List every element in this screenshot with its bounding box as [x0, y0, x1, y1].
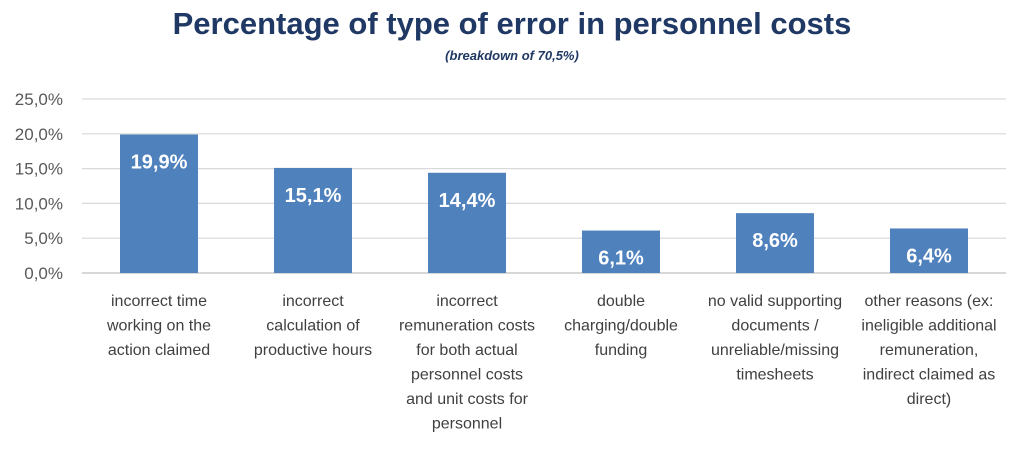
- category-label-line: unreliable/missing: [711, 342, 839, 359]
- y-tick-label: 10,0%: [15, 194, 63, 213]
- category-label-line: direct): [907, 391, 951, 408]
- category-label-line: working on the: [106, 318, 211, 335]
- category-label-line: no valid supporting: [708, 293, 842, 310]
- y-tick-label: 25,0%: [15, 90, 63, 109]
- category-label-line: calculation of: [266, 318, 360, 335]
- category-label: double charging/double funding: [564, 293, 678, 359]
- category-label-line: incorrect time: [111, 293, 207, 310]
- category-label-line: for both actual: [416, 342, 517, 359]
- category-label-line: other reasons (ex:: [865, 293, 994, 310]
- category-label-line: remuneration,: [880, 342, 979, 359]
- category-label-line: timesheets: [736, 367, 813, 384]
- category-label-line: and unit costs for: [406, 391, 529, 408]
- category-label: incorrect remuneration costs for both actu…: [399, 293, 535, 433]
- category-label-line: remuneration costs: [399, 318, 535, 335]
- category-label-line: ineligible additional: [861, 318, 996, 335]
- category-label-line: funding: [595, 342, 648, 359]
- y-tick-label: 20,0%: [15, 125, 63, 144]
- category-label-line: productive hours: [254, 342, 372, 359]
- category-label-line: personnel: [432, 416, 502, 433]
- data-label: 19,9%: [131, 151, 188, 173]
- chart-subtitle: (breakdown of 70,5%): [445, 48, 579, 63]
- y-tick-label: 15,0%: [15, 160, 63, 179]
- category-label-line: documents /: [731, 318, 819, 335]
- category-label: no valid supporting documents / unreliable…: [708, 293, 842, 384]
- category-label-line: double: [597, 293, 645, 310]
- data-label: 6,1%: [598, 248, 644, 270]
- y-tick-label: 0,0%: [24, 264, 63, 283]
- category-label: incorrect time working on the action claim…: [106, 293, 211, 359]
- category-label-line: indirect claimed as: [863, 367, 996, 384]
- data-label: 8,6%: [752, 230, 798, 252]
- category-label: other reasons (ex: ineligible additional r…: [861, 293, 996, 408]
- y-tick-label: 5,0%: [24, 229, 63, 248]
- chart-title: Percentage of type of error in personnel…: [172, 6, 852, 41]
- data-label: 6,4%: [906, 245, 952, 267]
- bar: [428, 172, 506, 273]
- category-label: incorrect calculation of productive hours: [254, 293, 372, 359]
- bar: [890, 228, 968, 273]
- bar: [274, 167, 352, 273]
- data-label: 14,4%: [439, 190, 496, 212]
- bar: [736, 213, 814, 273]
- bar: [120, 134, 198, 273]
- category-label-line: action claimed: [108, 342, 210, 359]
- category-label-line: incorrect: [436, 293, 498, 310]
- category-label-line: personnel costs: [411, 367, 523, 384]
- category-label-line: incorrect: [282, 293, 344, 310]
- category-label-line: charging/double: [564, 318, 678, 335]
- bar: [582, 230, 660, 273]
- data-label: 15,1%: [285, 185, 342, 207]
